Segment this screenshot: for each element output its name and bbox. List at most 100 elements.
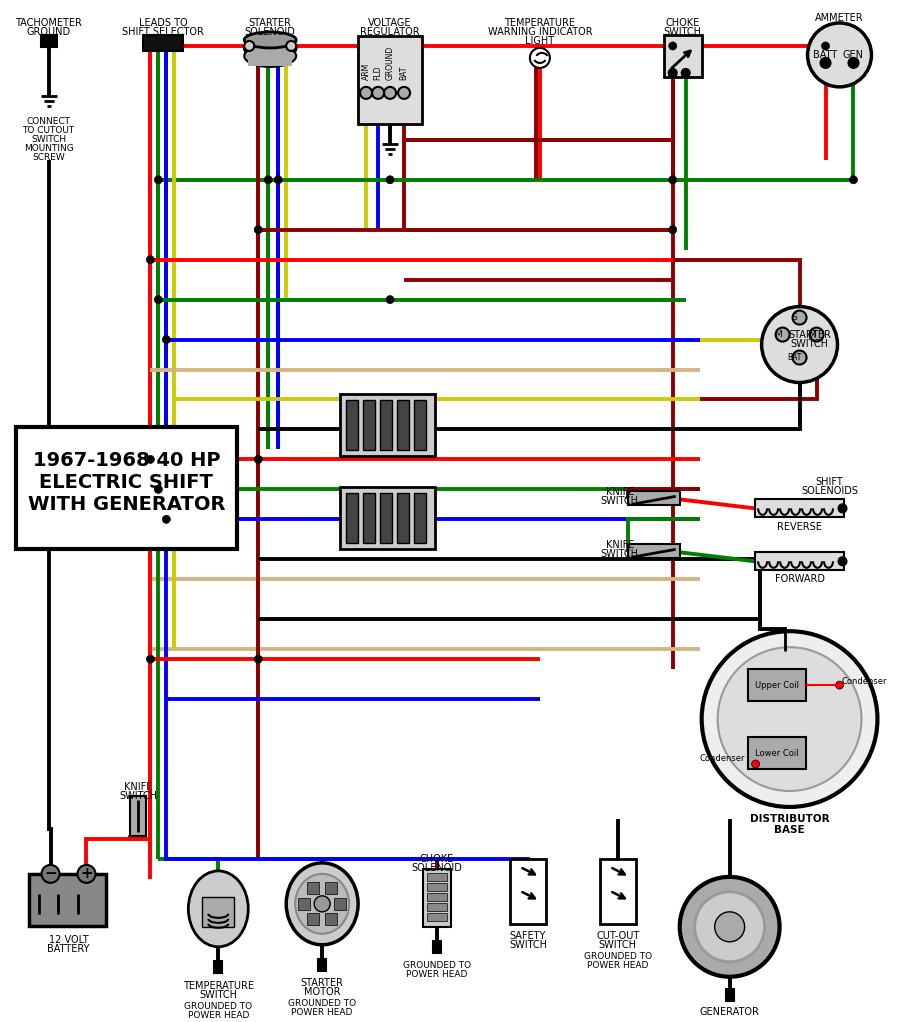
Bar (628, 492, 680, 505)
Bar (599, 858, 635, 924)
Circle shape (147, 256, 155, 264)
Bar (414, 494, 426, 544)
Text: STARTER: STARTER (788, 329, 831, 339)
Text: ELECTRIC SHIFT: ELECTRIC SHIFT (40, 473, 213, 493)
Circle shape (835, 681, 843, 689)
Bar (663, 35, 702, 77)
Circle shape (244, 41, 254, 51)
Circle shape (360, 87, 372, 99)
Circle shape (314, 896, 330, 912)
Text: GROUNDED TO: GROUNDED TO (184, 1002, 252, 1011)
Text: LEADS TO: LEADS TO (140, 18, 188, 28)
Circle shape (254, 226, 262, 234)
Bar (397, 494, 410, 544)
Ellipse shape (286, 863, 358, 944)
Text: SOLENOIDS: SOLENOIDS (801, 486, 858, 497)
Bar (319, 959, 326, 971)
Text: SWITCH: SWITCH (199, 989, 238, 1000)
Text: SHIFT: SHIFT (815, 477, 843, 487)
Circle shape (681, 68, 689, 77)
Text: SOLENOID: SOLENOID (411, 863, 463, 873)
Bar (380, 401, 392, 451)
Bar (298, 898, 310, 910)
Bar (202, 897, 234, 927)
Circle shape (680, 877, 779, 977)
Text: AMMETER: AMMETER (815, 13, 864, 22)
Bar (358, 36, 422, 124)
Bar (427, 883, 447, 891)
Text: TEMPERATURE: TEMPERATURE (504, 18, 575, 28)
Text: REVERSE: REVERSE (777, 522, 822, 532)
Text: LIGHT: LIGHT (526, 36, 554, 46)
Text: FORWARD: FORWARD (775, 574, 824, 585)
Bar (130, 796, 147, 836)
Circle shape (162, 515, 170, 523)
Circle shape (530, 48, 550, 67)
Bar (427, 902, 447, 911)
Circle shape (793, 311, 806, 325)
Text: 12 VOLT: 12 VOLT (49, 935, 88, 944)
Text: S: S (792, 313, 797, 322)
Bar (363, 494, 375, 544)
Bar (510, 858, 546, 924)
Circle shape (162, 335, 170, 343)
Bar (340, 394, 435, 457)
Text: M: M (774, 330, 781, 339)
Text: +: + (80, 867, 93, 881)
Text: POWER HEAD: POWER HEAD (587, 961, 649, 970)
Text: POWER HEAD: POWER HEAD (292, 1008, 353, 1017)
Bar (325, 882, 338, 894)
Text: KNIFE: KNIFE (124, 782, 153, 792)
Bar (307, 882, 320, 894)
Ellipse shape (188, 871, 248, 946)
Circle shape (386, 176, 394, 184)
Text: GEN: GEN (843, 50, 864, 60)
Text: GROUND: GROUND (26, 27, 70, 37)
Text: SWITCH: SWITCH (598, 940, 637, 949)
Circle shape (254, 655, 262, 663)
Bar (754, 552, 844, 570)
Circle shape (793, 351, 806, 365)
Text: SOLENOID: SOLENOID (245, 27, 296, 37)
Circle shape (715, 912, 744, 942)
Ellipse shape (244, 37, 296, 59)
Text: TEMPERATURE: TEMPERATURE (183, 981, 254, 990)
Text: SAFETY: SAFETY (509, 931, 546, 941)
Text: BATT: BATT (814, 50, 838, 60)
Text: STARTER: STARTER (248, 18, 292, 28)
Text: GROUNDED TO: GROUNDED TO (403, 961, 471, 970)
Text: SWITCH: SWITCH (601, 497, 639, 506)
Bar (143, 35, 184, 51)
Text: WARNING INDICATOR: WARNING INDICATOR (488, 27, 592, 37)
Circle shape (839, 505, 847, 512)
Circle shape (372, 87, 384, 99)
Text: FLD: FLD (374, 65, 382, 80)
Text: CUT-OUT: CUT-OUT (596, 931, 639, 941)
Text: STARTER: STARTER (301, 978, 344, 987)
Circle shape (147, 655, 155, 663)
Bar (334, 898, 346, 910)
Circle shape (669, 42, 677, 50)
Circle shape (41, 865, 59, 883)
Bar (248, 48, 292, 65)
Text: REGULATOR: REGULATOR (360, 27, 420, 37)
Bar (414, 401, 426, 451)
Ellipse shape (244, 45, 296, 66)
Ellipse shape (244, 32, 296, 48)
Circle shape (384, 87, 396, 99)
Text: BATTERY: BATTERY (47, 943, 90, 954)
Circle shape (821, 58, 831, 67)
Bar (628, 545, 680, 558)
Circle shape (147, 456, 155, 463)
Circle shape (809, 328, 824, 341)
Circle shape (717, 647, 861, 791)
Circle shape (669, 176, 677, 184)
Text: Upper Coil: Upper Coil (754, 681, 798, 690)
Text: DISTRIBUTOR: DISTRIBUTOR (750, 814, 830, 824)
Bar (748, 737, 806, 769)
Text: BASE: BASE (774, 825, 805, 835)
Bar (340, 487, 435, 549)
Text: SHIFT SELECTOR: SHIFT SELECTOR (122, 27, 204, 37)
Bar (433, 941, 441, 953)
Bar (325, 914, 338, 925)
